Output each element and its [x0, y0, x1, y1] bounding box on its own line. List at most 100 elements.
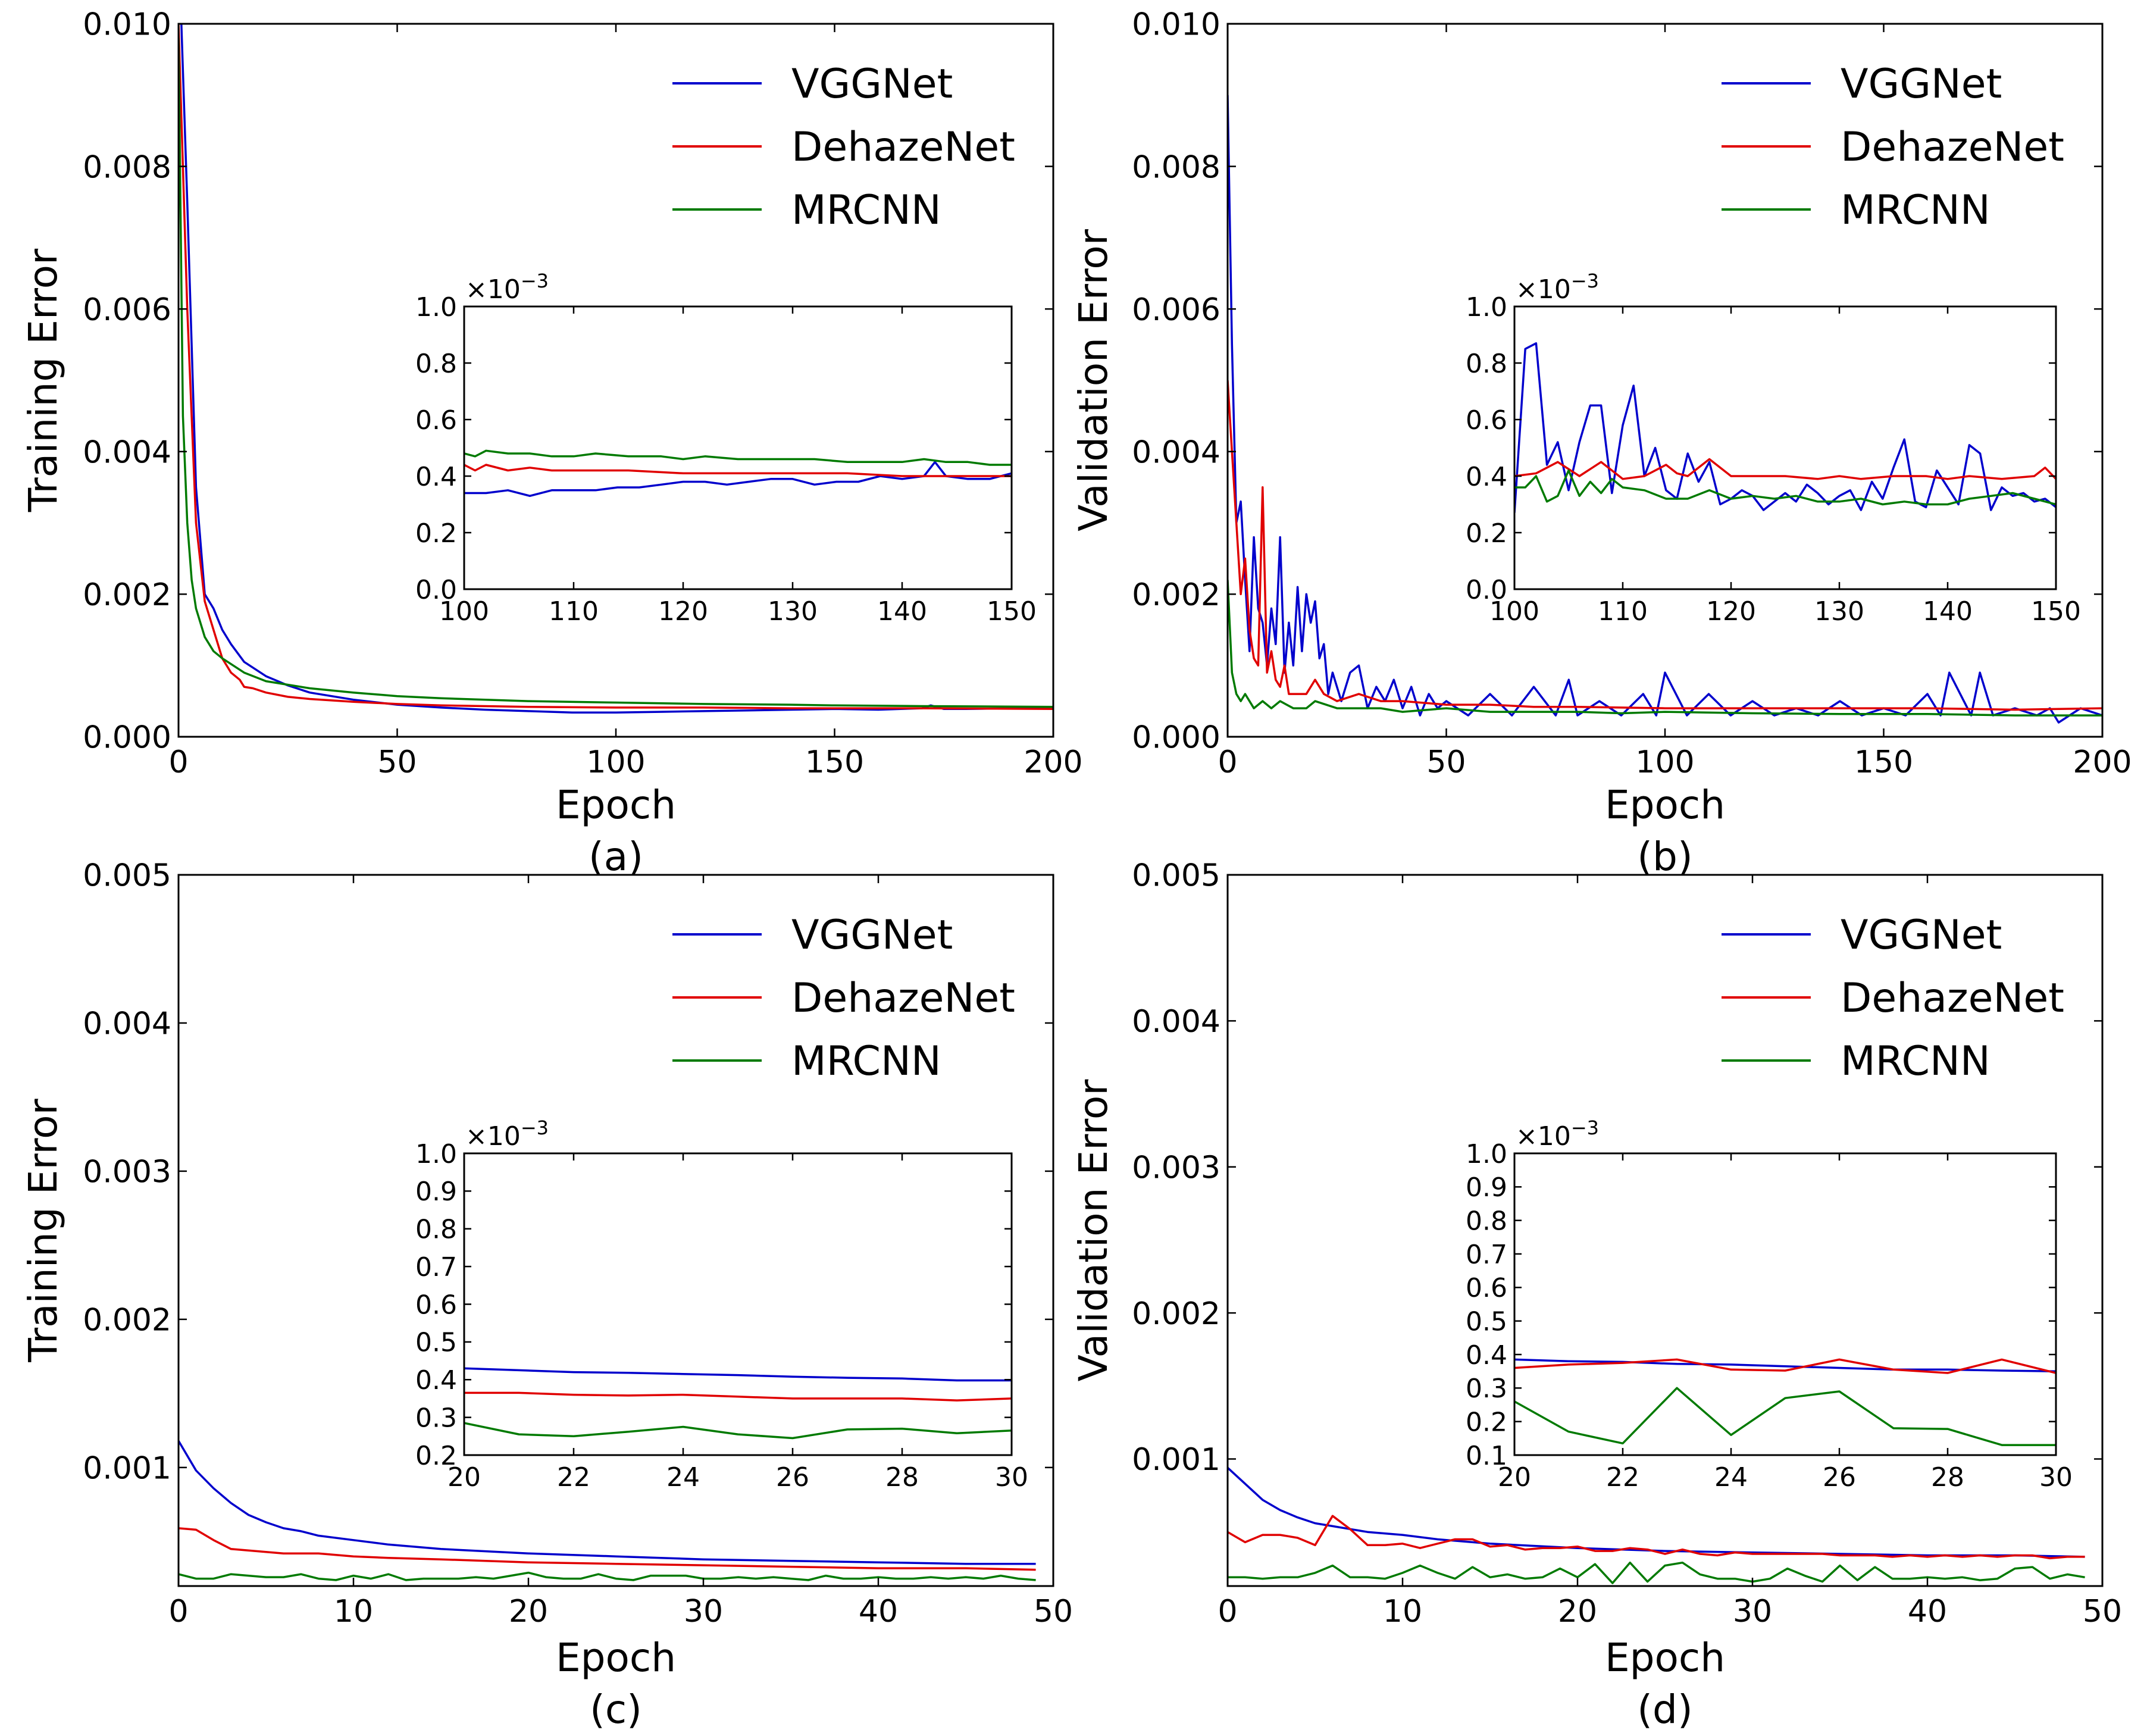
series-line-dehazenet [1228, 380, 2102, 711]
y-tick-label: 0.003 [83, 1155, 171, 1190]
chart-panel-d: 0 10 20 30 40 50 0.001 0.002 0.003 0.004 0.005 Epoc… [1071, 858, 2122, 1732]
inset-y-tick-label: 0.8 [415, 1215, 457, 1245]
x-tick-label: 10 [1383, 1594, 1422, 1629]
x-tick-label: 10 [334, 1594, 373, 1629]
inset-background [464, 306, 1012, 589]
y-axis-label: Training Error [20, 1098, 66, 1362]
x-tick-label: 50 [377, 745, 417, 780]
y-tick-label: 0.001 [83, 1451, 171, 1487]
inset-y-tick-label: 0.2 [415, 518, 457, 549]
inset-series-line-vggnet [1514, 1358, 2056, 1372]
y-tick-label: 0.004 [83, 435, 171, 471]
inset-series-group [464, 1367, 1012, 1440]
inset-y-tick-label: 0.6 [415, 405, 457, 436]
panel-caption: (a) [589, 834, 643, 880]
inset-x-tick-label: 100 [439, 596, 489, 627]
y-tick-label: 0.004 [1132, 1004, 1220, 1040]
inset-y-tick-label: 0.4 [415, 462, 457, 492]
legend-label-mrcnn: MRCNN [791, 187, 941, 234]
series-line-mrcnn [1228, 580, 2102, 717]
legend-label-dehazenet: DehazeNet [791, 975, 1015, 1022]
inset-x-tick-label: 24 [1714, 1462, 1748, 1493]
legend-label-dehazenet: DehazeNet [791, 124, 1015, 171]
inset-multiplier: ×10−3 [465, 1116, 549, 1152]
inset-y-tick-label: 0.2 [415, 1441, 457, 1471]
x-tick-label: 20 [1558, 1594, 1597, 1629]
inset-background [464, 1153, 1012, 1455]
inset-x-tick-label: 150 [2031, 596, 2081, 627]
inset-chart: 20 22 24 26 28 30 0.2 0.3 0.4 0.5 0.6 0.7 0.8 0.9 1.0 ×… [415, 1116, 1028, 1493]
legend-label-dehazenet: DehazeNet [1841, 124, 2064, 171]
x-tick-label: 30 [684, 1594, 723, 1629]
inset-y-tick-label: 0.9 [415, 1177, 457, 1207]
x-tick-label: 30 [1733, 1594, 1772, 1629]
inset-x-tick-label: 120 [1706, 596, 1756, 627]
inset-background [1514, 306, 2056, 589]
inset-series-group [464, 449, 1012, 498]
y-axis-label: Validation Error [1071, 1079, 1116, 1382]
inset-x-tick-label: 30 [995, 1462, 1028, 1493]
y-tick-label: 0.000 [83, 720, 171, 756]
x-tick-label: 0 [1218, 1594, 1237, 1629]
inset-series-line-dehazenet [1514, 1358, 2056, 1374]
inset-x-tick-label: 130 [768, 596, 818, 627]
x-tick-label: 200 [1024, 745, 1082, 780]
inset-multiplier: ×10−3 [1516, 270, 1599, 305]
panel-caption: (d) [1637, 1687, 1692, 1732]
plot-frame [177, 874, 1054, 1587]
y-tick-label: 0.005 [83, 858, 171, 894]
y-tick-label: 0.004 [83, 1006, 171, 1042]
x-tick-label: 200 [2073, 745, 2132, 780]
y-tick-label: 0.005 [1132, 858, 1220, 894]
series-group [1228, 95, 2102, 724]
x-tick-label: 100 [1635, 745, 1694, 780]
x-tick-label: 40 [1908, 1594, 1947, 1629]
inset-y-tick-label: 0.7 [415, 1252, 457, 1283]
y-tick-label: 0.004 [1132, 435, 1220, 471]
x-tick-label: 20 [509, 1594, 548, 1629]
inset-y-tick-label: 0.7 [1466, 1240, 1507, 1270]
x-tick-label: 150 [805, 745, 864, 780]
inset-y-tick-label: 0.3 [1466, 1374, 1507, 1404]
y-axis-label: Training Error [20, 248, 66, 512]
y-tick-label: 0.002 [83, 1303, 171, 1338]
chart-panel-b: 0 50 100 150 200 0.000 0.002 0.004 0.006 0.008 0.0… [1071, 7, 2132, 880]
y-axis-label: Validation Error [1071, 229, 1116, 531]
inset-chart: 20 22 24 26 28 30 0.10.20.30.40.5 0.60.70.80.91… [1466, 1116, 2073, 1493]
inset-y-tick-label: 0.4 [1466, 462, 1507, 492]
inset-x-tick-label: 26 [1823, 1462, 1856, 1493]
x-tick-label: 0 [1218, 745, 1237, 780]
inset-y-tick-label: 1.0 [1466, 1139, 1507, 1169]
inset-y-tick-label: 0.8 [415, 349, 457, 379]
legend-label-vggnet: VGGNet [791, 912, 953, 959]
panel-caption: (b) [1637, 834, 1692, 880]
legend-label-dehazenet: DehazeNet [1841, 975, 2064, 1022]
inset-y-tick-label: 0.4 [1466, 1340, 1507, 1371]
series-group [179, 24, 1053, 714]
x-tick-label: 50 [2083, 1594, 2122, 1629]
series-line-mrcnn [179, 37, 1053, 708]
legend: VGGNet DehazeNet MRCNN [1722, 912, 2064, 1085]
x-tick-label: 40 [859, 1594, 898, 1629]
y-tick-label: 0.002 [83, 577, 171, 613]
inset-series-line-vggnet [464, 461, 1012, 498]
inset-x-tick-label: 28 [885, 1462, 919, 1493]
inset-x-tick-label: 130 [1814, 596, 1864, 627]
legend-label-mrcnn: MRCNN [1841, 1038, 1990, 1085]
legend-label-vggnet: VGGNet [1841, 912, 2002, 959]
inset-y-tick-label: 0.5 [1466, 1307, 1507, 1337]
inset-y-tick-label: 0.2 [1466, 1407, 1507, 1438]
inset-x-tick-label: 140 [1923, 596, 1973, 627]
series-line-vggnet [1228, 1466, 2085, 1558]
inset-series-line-vggnet [464, 1367, 1012, 1382]
y-tick-label: 0.002 [1132, 577, 1220, 613]
inset-multiplier: ×10−3 [465, 270, 549, 305]
inset-y-tick-label: 0.9 [1466, 1172, 1507, 1203]
series-line-dehazenet [179, 1527, 1036, 1571]
series-group [1228, 1466, 2085, 1584]
inset-y-tick-label: 1.0 [415, 1139, 457, 1169]
inset-x-tick-label: 120 [658, 596, 708, 627]
inset-y-tick-label: 1.0 [1466, 292, 1507, 323]
inset-series-line-mrcnn [1514, 469, 2056, 506]
inset-series-line-dehazenet [464, 1391, 1012, 1402]
